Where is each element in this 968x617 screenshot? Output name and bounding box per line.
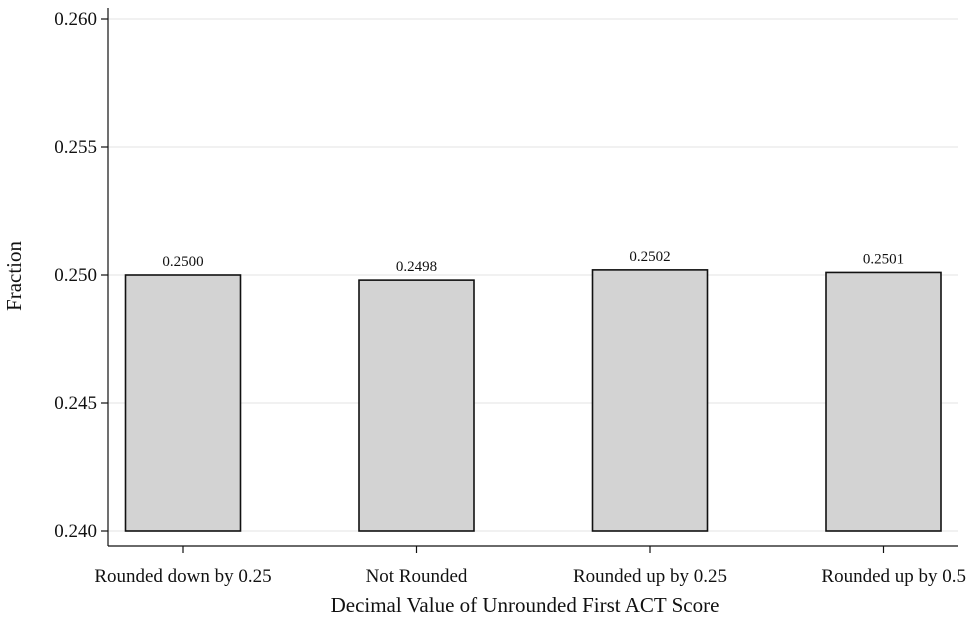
y-tick-label: 0.250 (54, 265, 97, 286)
gridlines (108, 18, 958, 532)
x-tick-label: Rounded down by 0.25 (94, 566, 271, 587)
x-ticks: Rounded down by 0.25 Not Rounded Rounded u… (94, 546, 966, 587)
bar-value-label: 0.2500 (162, 254, 203, 270)
y-tick-label: 0.255 (54, 137, 97, 158)
y-tick-label: 0.260 (54, 9, 97, 30)
x-tick-label: Rounded up by 0.5 (821, 566, 966, 587)
y-axis-label: Fraction (2, 241, 26, 311)
bar (825, 271, 942, 532)
y-tick-label: 0.240 (54, 521, 97, 542)
axes (107, 8, 958, 547)
bar-value-label: 0.2501 (863, 251, 904, 267)
bar (591, 269, 709, 532)
x-tick-label: Rounded up by 0.25 (573, 566, 727, 587)
bars (124, 269, 942, 532)
x-tick-label: Not Rounded (366, 566, 468, 587)
y-ticks: 0.240 0.245 0.250 0.255 0.260 (54, 9, 108, 542)
x-axis-label: Decimal Value of Unrounded First ACT Sco… (331, 593, 720, 617)
data-labels: 0.2500 0.2498 0.2502 0.2501 (162, 249, 904, 275)
bar-value-label: 0.2498 (396, 259, 437, 275)
bar (124, 274, 242, 532)
bar-value-label: 0.2502 (629, 249, 670, 265)
y-tick-label: 0.245 (54, 393, 97, 414)
bar (358, 279, 475, 532)
